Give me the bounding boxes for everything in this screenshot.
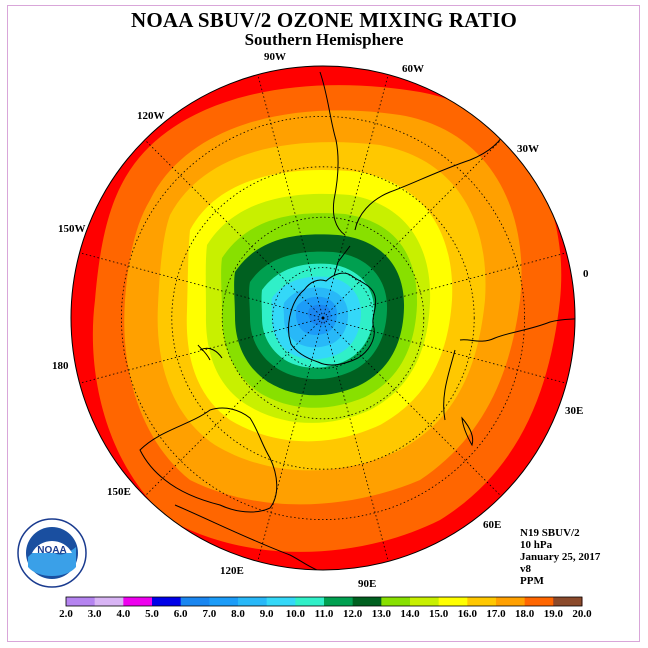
logo-wave xyxy=(28,547,76,576)
colorbar-tick-label: 17.0 xyxy=(486,608,506,620)
madagascar-coast xyxy=(461,416,474,447)
colorbar-swatch xyxy=(410,597,440,606)
colorbar-swatch xyxy=(324,597,354,606)
lon-label-30w: 30W xyxy=(517,143,539,155)
colorbar-tick-label: 8.0 xyxy=(231,608,245,620)
lon-label-90e: 90E xyxy=(358,578,377,590)
colorbar-swatch xyxy=(66,597,96,606)
map-subtitle: Southern Hemisphere xyxy=(244,30,404,49)
info-version: v8 xyxy=(520,563,531,575)
south-america-coast xyxy=(319,71,511,236)
colorbar-swatch xyxy=(438,597,468,606)
colorbar-tick-label: 13.0 xyxy=(371,608,391,620)
latitude-ring xyxy=(221,216,425,420)
antarctica-coast xyxy=(288,272,377,366)
colorbar-tick-label: 6.0 xyxy=(173,608,188,620)
lon-label-120w: 120W xyxy=(137,110,165,122)
info-units: PPM xyxy=(520,575,544,587)
coastlines xyxy=(139,71,575,570)
colorbar-swatch xyxy=(266,597,296,606)
colorbar-swatch xyxy=(352,597,382,606)
colorbar-swatch xyxy=(238,597,268,606)
colorbar-tick-label: 9.0 xyxy=(259,608,274,620)
lon-label-90w: 90W xyxy=(264,51,286,63)
lon-label-30e: 30E xyxy=(565,405,584,417)
indonesia-coast xyxy=(174,504,323,570)
lon-label-0: 0 xyxy=(583,268,589,280)
logo-text: NOAA xyxy=(37,545,66,556)
map-boundary xyxy=(70,65,576,571)
colorbar-swatch xyxy=(209,597,239,606)
new-zealand-coast xyxy=(197,344,223,361)
info-level: 10 hPa xyxy=(520,539,553,551)
ozone-contour-fill xyxy=(71,66,575,570)
colorbar-swatch xyxy=(94,597,124,606)
lon-label-150e: 150E xyxy=(107,486,131,498)
colorbar-tick-label: 12.0 xyxy=(343,608,363,620)
colorbar-tick-label: 3.0 xyxy=(87,608,102,620)
colorbar-swatch xyxy=(381,597,411,606)
australia-coast xyxy=(139,407,278,513)
colorbar-swatch xyxy=(123,597,153,606)
lon-label-60w: 60W xyxy=(402,63,424,75)
info-date: January 25, 2017 xyxy=(520,551,601,563)
colorbar-tick-label: 16.0 xyxy=(457,608,477,620)
lon-label-150w: 150W xyxy=(58,223,86,235)
colorbar-tick-label: 7.0 xyxy=(202,608,217,620)
colorbar-tick-label: 11.0 xyxy=(314,608,334,620)
colorbar-swatch xyxy=(295,597,325,606)
colorbar-swatch xyxy=(152,597,182,606)
africa-coast xyxy=(443,317,575,421)
colorbar-tick-label: 15.0 xyxy=(429,608,449,620)
colorbar-tick-label: 14.0 xyxy=(400,608,420,620)
lon-label-60e: 60E xyxy=(483,519,502,531)
graticule xyxy=(79,74,567,562)
lon-label-180: 180 xyxy=(52,360,69,372)
noaa-logo: NOAA xyxy=(17,518,87,588)
colorbar-tick-label: 2.0 xyxy=(59,608,73,620)
info-satellite: N19 SBUV/2 xyxy=(520,527,580,539)
colorbar-tick-label: 20.0 xyxy=(572,608,592,620)
colorbar-tick-label: 5.0 xyxy=(145,608,159,620)
latitude-ring xyxy=(272,267,374,369)
logo-gull xyxy=(32,541,72,553)
latitude-ring xyxy=(171,166,475,470)
colorbar-tick-label: 18.0 xyxy=(515,608,535,620)
latitude-ring xyxy=(120,115,526,521)
colorbar-swatch xyxy=(524,597,554,606)
figure-frame xyxy=(7,5,640,642)
lon-label-120e: 120E xyxy=(220,565,244,577)
colorbar-swatch xyxy=(553,597,582,606)
colorbar-swatch xyxy=(467,597,497,606)
antarctic-peninsula xyxy=(333,245,351,277)
colorbar-tick-label: 19.0 xyxy=(543,608,563,620)
colorbar-tick-label: 10.0 xyxy=(285,608,305,620)
map-title: NOAA SBUV/2 OZONE MIXING RATIO xyxy=(131,8,517,32)
colorbar-outline xyxy=(65,596,583,607)
colorbar-swatch xyxy=(496,597,526,606)
colorbar-swatch xyxy=(180,597,210,606)
colorbar-tick-label: 4.0 xyxy=(116,608,131,620)
